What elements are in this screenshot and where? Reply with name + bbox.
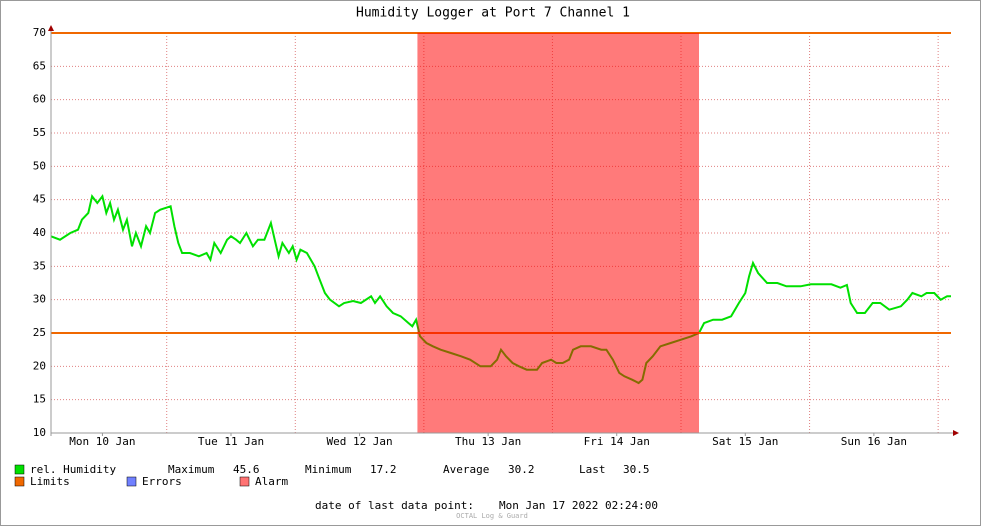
x-tick-label: Wed 12 Jan	[326, 435, 392, 448]
y-tick-label: 30	[33, 293, 46, 306]
x-tick-label: Thu 13 Jan	[455, 435, 521, 448]
legend-swatch	[126, 476, 137, 487]
chart-title: Humidity Logger at Port 7 Channel 1	[356, 6, 630, 21]
x-tick-label: Sat 15 Jan	[712, 435, 778, 448]
x-tick-label: Mon 10 Jan	[69, 435, 135, 448]
y-tick-label: 60	[33, 93, 46, 106]
alarm-span	[417, 33, 699, 433]
y-arrow	[48, 25, 54, 31]
y-tick-label: 70	[33, 26, 46, 39]
x-tick-label: Tue 11 Jan	[198, 435, 264, 448]
x-tick-label: Sun 16 Jan	[841, 435, 907, 448]
legend-label: Errors	[142, 475, 182, 488]
stat-value: 17.2	[370, 463, 397, 476]
legend-swatch	[239, 476, 250, 487]
watermark: OCTAL Log & Guard	[456, 512, 528, 520]
y-tick-label: 55	[33, 126, 46, 139]
y-tick-label: 65	[33, 59, 46, 72]
stat-value: 30.2	[508, 463, 535, 476]
last-point: Mon Jan 17 2022 02:24:00	[499, 499, 658, 512]
y-tick-label: 45	[33, 193, 46, 206]
x-tick-label: Fri 14 Jan	[584, 435, 650, 448]
y-tick-label: 20	[33, 359, 46, 372]
legend-label: Limits	[30, 475, 70, 488]
legend-swatch	[14, 464, 25, 475]
stat-label: Last	[579, 463, 606, 476]
y-tick-label: 10	[33, 426, 46, 439]
stat-label: Minimum	[305, 463, 352, 476]
x-arrow	[953, 430, 959, 436]
stat-label: Average	[443, 463, 489, 476]
legend-label: rel. Humidity	[30, 463, 116, 476]
stat-label: Maximum	[168, 463, 215, 476]
y-tick-label: 15	[33, 393, 46, 406]
legend-label: Alarm	[255, 475, 288, 488]
y-tick-label: 50	[33, 159, 46, 172]
last-point-label: date of last data point:	[315, 499, 474, 512]
legend-swatch	[14, 476, 25, 487]
y-tick-label: 35	[33, 259, 46, 272]
stat-value: 30.5	[623, 463, 650, 476]
y-tick-label: 25	[33, 326, 46, 339]
stat-value: 45.6	[233, 463, 260, 476]
y-tick-label: 40	[33, 226, 46, 239]
